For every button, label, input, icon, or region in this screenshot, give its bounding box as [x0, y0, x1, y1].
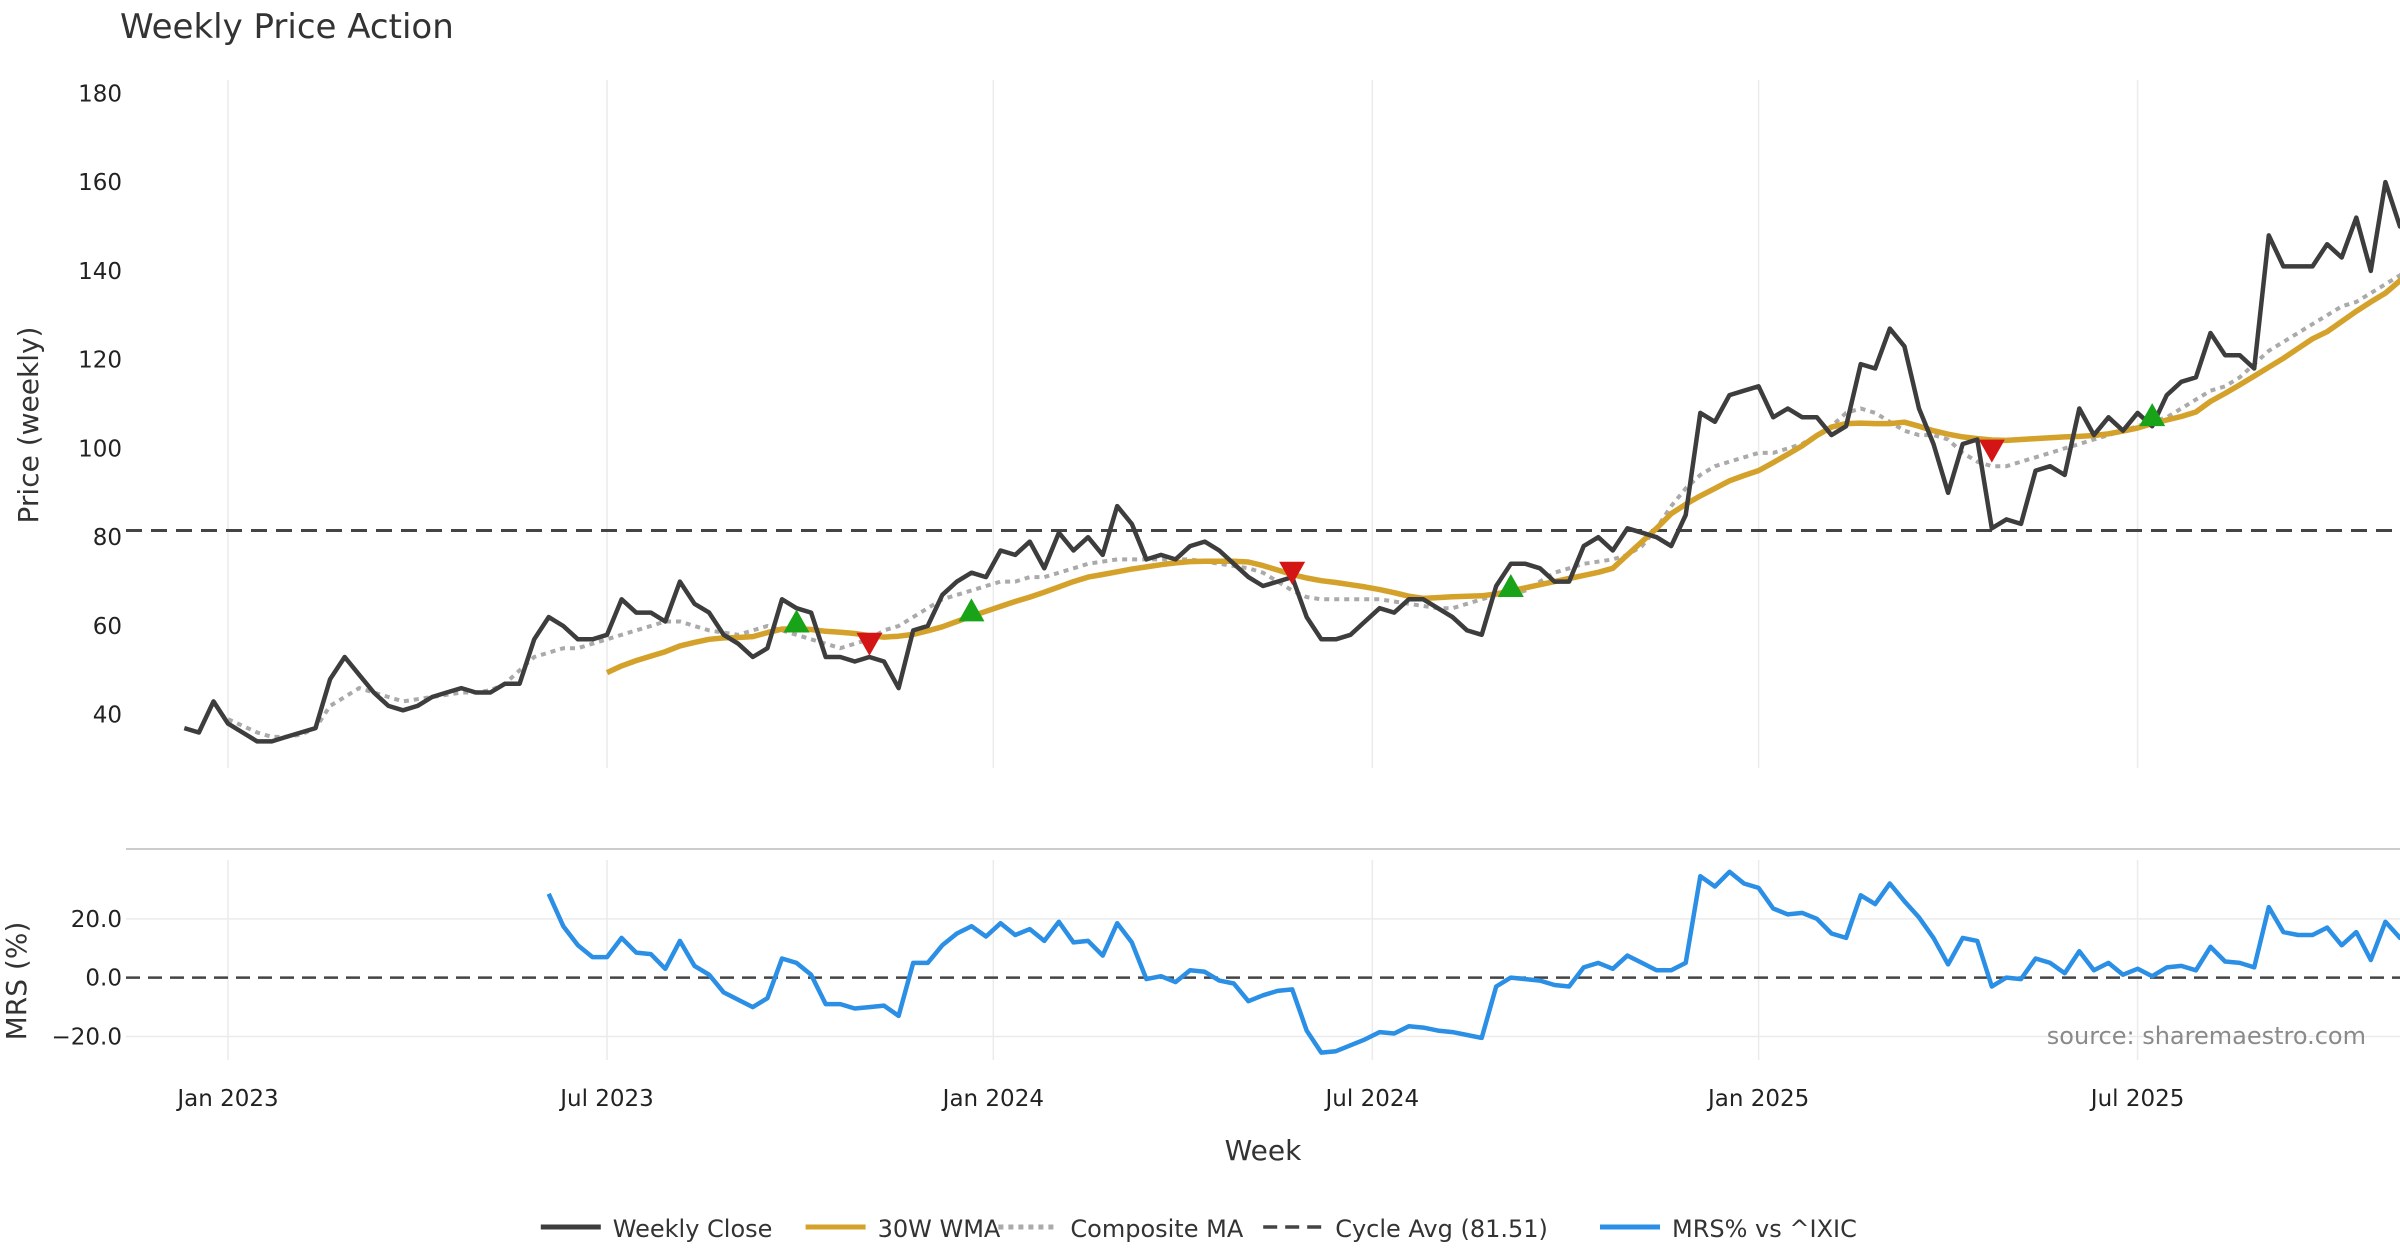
buy-signal-marker: [1497, 574, 1524, 598]
mrs-y-tick-label: 0.0: [85, 966, 122, 992]
legend-label: Composite MA: [1070, 1215, 1243, 1243]
source-label: source: sharemaestro.com: [2047, 1022, 2366, 1050]
x-tick-label: Jul 2025: [2089, 1086, 2185, 1112]
price-y-ticks: 40 60 80 100 120 140 160 180: [78, 81, 122, 728]
legend-item: Weekly Close: [540, 1215, 773, 1243]
sell-signal-marker: [1978, 439, 2005, 463]
mrs-y-ticks: 20.0 0.0 −20.0: [52, 907, 122, 1051]
x-tick-label: Jan 2025: [1706, 1086, 1809, 1112]
legend-label: Cycle Avg (81.51): [1335, 1215, 1548, 1243]
weekly-close-line: [183, 179, 2400, 744]
buy-signal-marker: [958, 598, 985, 622]
legend-item: Composite MA: [998, 1215, 1244, 1243]
x-tick-label: Jul 2024: [1324, 1086, 1420, 1112]
x-tick-label: Jul 2023: [558, 1086, 654, 1112]
sell-signal-marker: [1279, 561, 1306, 585]
legend-item: 30W WMA: [805, 1215, 1001, 1243]
buy-signal-marker: [2139, 403, 2166, 427]
mrs-line: [546, 869, 2400, 1055]
x-axis-title: Week: [1225, 1134, 1302, 1167]
legend-label: MRS% vs ^IXIC: [1672, 1215, 1857, 1243]
price-y-tick-label: 100: [78, 436, 122, 462]
mrs-y-tick-label: 20.0: [71, 907, 122, 933]
price-y-axis-title: Price (weekly): [12, 327, 45, 524]
price-y-tick-label: 60: [93, 614, 122, 640]
signal-markers: [783, 403, 2166, 656]
buy-signal-marker: [783, 609, 810, 633]
price-y-tick-label: 140: [78, 259, 122, 285]
price-grid: [227, 80, 2139, 768]
x-tick-label: Jan 2023: [175, 1086, 278, 1112]
legend-label: 30W WMA: [878, 1215, 1001, 1243]
price-y-tick-label: 40: [93, 703, 122, 729]
price-y-tick-label: 160: [78, 170, 122, 196]
mrs-grid: [126, 860, 2400, 1060]
x-axis-ticks: Jan 2023 Jul 2023 Jan 2024 Jul 2024 Jan 2025…: [175, 1086, 2184, 1112]
mrs-y-axis-title: MRS (%): [0, 922, 33, 1041]
price-y-tick-label: 120: [78, 348, 122, 374]
chart-legend: Weekly Close 30W WMA Composite MA Cycle Avg…: [540, 1215, 1857, 1243]
mrs-y-tick-label: −20.0: [52, 1024, 122, 1050]
price-y-tick-label: 180: [78, 81, 122, 107]
x-tick-label: Jan 2024: [941, 1086, 1044, 1112]
price-y-tick-label: 80: [93, 525, 122, 551]
legend-item: MRS% vs ^IXIC: [1600, 1215, 1857, 1243]
composite-ma-line: [227, 272, 2400, 739]
chart-title: Weekly Price Action: [120, 7, 454, 47]
sell-signal-marker: [856, 632, 883, 656]
legend-item: Cycle Avg (81.51): [1263, 1215, 1548, 1243]
legend-label: Weekly Close: [613, 1215, 773, 1243]
